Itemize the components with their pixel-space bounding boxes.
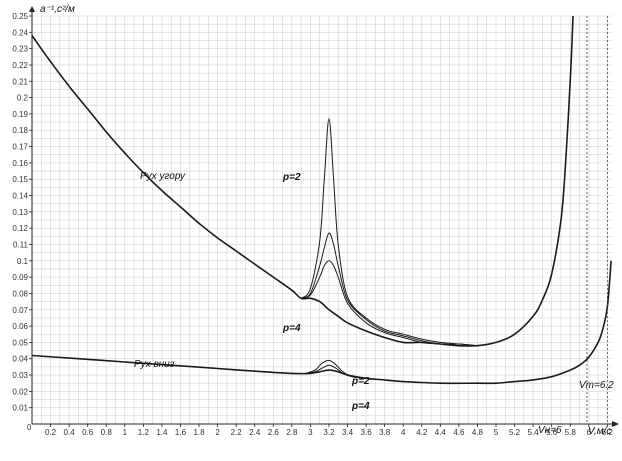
x-tick-label: 4.6 [453, 428, 465, 437]
y-tick-label: 0.22 [12, 61, 28, 70]
y-tick-label: 0.11 [13, 240, 29, 249]
y-tick-label: 0.23 [12, 45, 28, 54]
y-tick-label: 0.17 [12, 143, 28, 152]
axis-layer: 0.01 0.02 0.03 0.04 0.05 0.06 0.07 0.08 0.09 0.1 0… [12, 6, 619, 437]
x-tick-label: 2.6 [268, 428, 280, 437]
x-tick-label: 6 [587, 428, 592, 437]
y-tick-label: 0.12 [12, 224, 28, 233]
x-tick-label: 1.6 [175, 428, 187, 437]
grid-layer [31, 15, 612, 425]
x-tick-label: 0.6 [82, 428, 94, 437]
x-tick-label: 1.2 [138, 428, 150, 437]
x-tick-label: 2.8 [286, 428, 298, 437]
series-line-down-base [31, 260, 612, 385]
vn-label: Vн=6 [538, 425, 562, 436]
x-tick-label: 4.8 [472, 428, 484, 437]
y-tick-label: 0.18 [12, 126, 28, 135]
y-tick-label: 0.03 [12, 371, 28, 380]
down-p2-label: p=2 [351, 376, 370, 387]
y-tick-label: 0.16 [12, 159, 28, 168]
y-tick-label: 0.19 [12, 110, 28, 119]
y-axis-label: a⁻¹,с²/м [40, 4, 75, 15]
y-tick-label: 0.14 [12, 192, 28, 201]
y-tick-label: 0.05 [12, 338, 28, 347]
x-tick-label: 1.4 [156, 428, 168, 437]
y-axis-arrow [29, 6, 35, 12]
y-tick-label: 0.25 [12, 12, 28, 21]
x-tick-label: 4 [401, 428, 406, 437]
series-line-p=4 [300, 260, 478, 347]
x-tick-label: 4.4 [435, 428, 447, 437]
series-layer [31, 15, 612, 385]
y-tick-label: 0.24 [12, 28, 28, 37]
x-tick-label: 0.4 [64, 428, 76, 437]
y-tick-label: 0.02 [12, 387, 28, 396]
down-direction-label: Рух вниз [134, 359, 175, 370]
x-tick-label: 0.8 [101, 428, 113, 437]
y-tick-label: 0.1 [17, 257, 29, 266]
series-line-up-base [31, 15, 574, 347]
up-p4-label: p=4 [282, 323, 301, 334]
y-tick-label: 0.01 [12, 404, 28, 413]
x-tick-label: 5.8 [565, 428, 577, 437]
up-p2-label: p=2 [282, 172, 301, 183]
vt-label: Vт=6.2 [579, 380, 614, 391]
x-tick-label: 2.4 [249, 428, 261, 437]
x-tick-label: 3.4 [342, 428, 354, 437]
up-direction-label: Рух угору [140, 171, 186, 182]
y-tick-label: 0.09 [12, 273, 28, 282]
y-tick-label: 0.04 [12, 355, 28, 364]
down-p4-label: p=4 [351, 401, 370, 412]
x-tick-label: 5 [494, 428, 499, 437]
origin-label: 0 [27, 423, 32, 432]
x-tick-label: 2.2 [231, 428, 243, 437]
x-axis-arrow [612, 421, 619, 427]
series-line-down-p3 [305, 364, 367, 379]
x-tick-label: 1 [123, 428, 128, 437]
label-layer: a⁻¹,с²/м V,м/с 0 Рух угору Рух вниз p=2 … [27, 4, 614, 437]
series-line-p=2 [300, 118, 478, 347]
x-tick-label: 5.4 [528, 428, 540, 437]
x-tick-label: 0.2 [45, 428, 57, 437]
x-tick-label: 3 [308, 428, 313, 437]
x-tick-label: 6.2 [602, 428, 614, 437]
x-tick-label: 4.2 [416, 428, 428, 437]
x-tick-label: 2 [215, 428, 220, 437]
y-tick-label: 0.08 [12, 289, 28, 298]
y-tick-label: 0.07 [12, 306, 28, 315]
vline-layer [586, 16, 608, 424]
y-tick-label: 0.21 [12, 77, 28, 86]
x-tick-label: 5.2 [509, 428, 521, 437]
x-tick-label: 3.8 [379, 428, 391, 437]
x-tick-label: 3.6 [361, 428, 373, 437]
x-tick-label: 5.6 [546, 428, 558, 437]
x-tick-label: 3.2 [323, 428, 335, 437]
x-axis-label: V,м/с [588, 426, 611, 437]
series-line-p=3 [300, 232, 478, 347]
y-tick-label: 0.2 [17, 94, 29, 103]
y-tick-label: 0.15 [12, 175, 28, 184]
x-tick-label: 1.8 [193, 428, 205, 437]
y-tick-label: 0.06 [12, 322, 28, 331]
y-tick-label: 0.13 [12, 208, 28, 217]
